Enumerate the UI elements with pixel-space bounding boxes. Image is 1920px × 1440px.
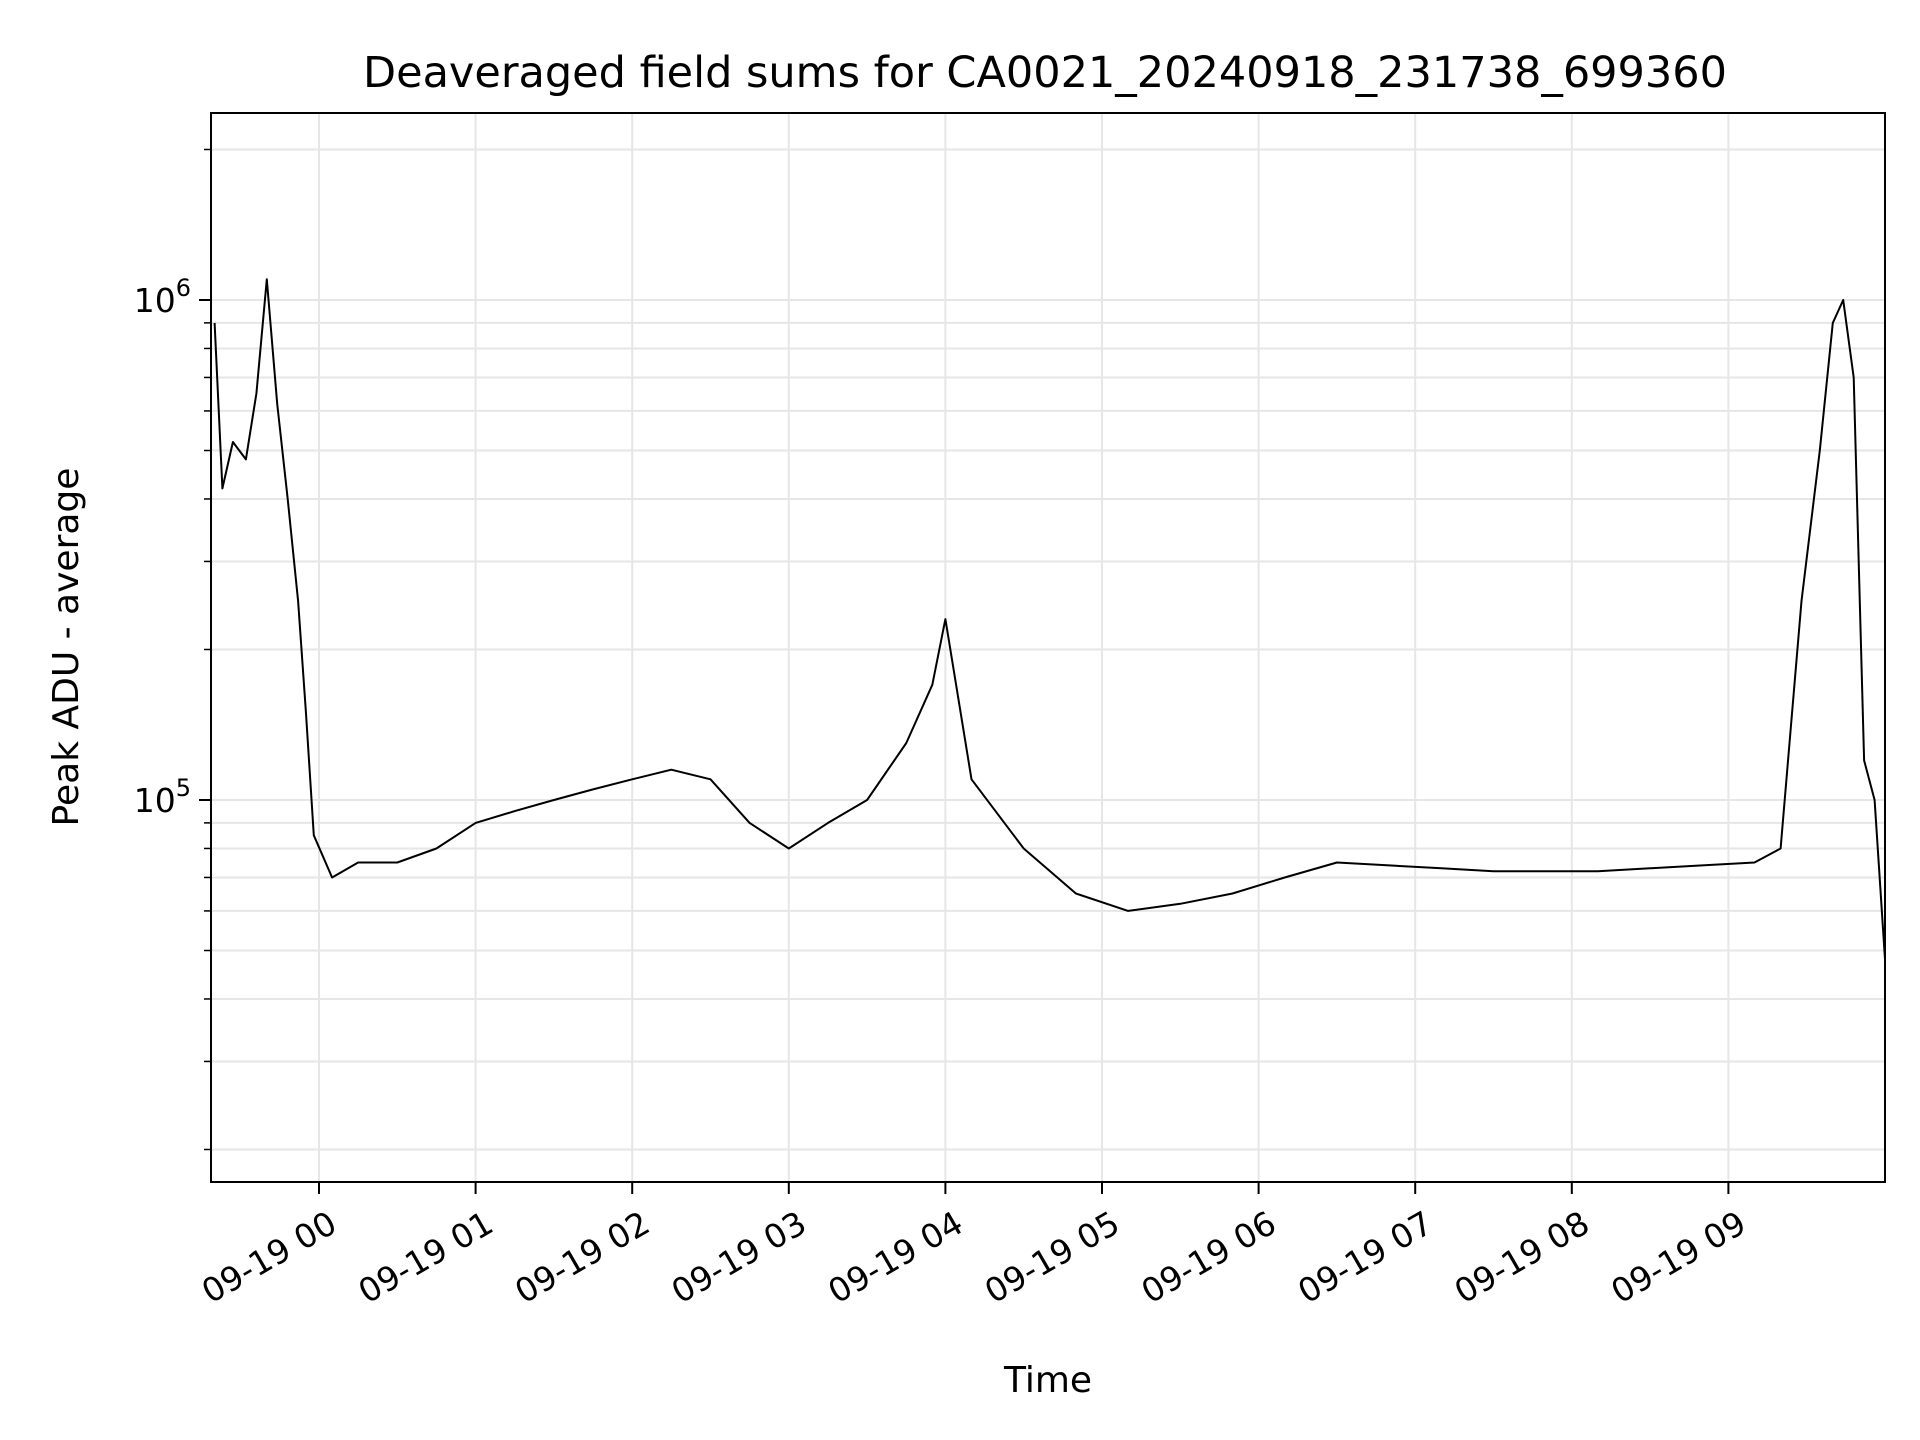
x-tick-label: 09-19 02 <box>508 1203 656 1311</box>
x-tick-label: 09-19 01 <box>352 1203 500 1311</box>
x-tick-label: 09-19 05 <box>978 1203 1126 1311</box>
plot-frame <box>210 112 1886 1183</box>
x-tick-label: 09-19 09 <box>1604 1203 1752 1311</box>
y-axis-label: Peak ADU - average <box>46 468 87 827</box>
x-tick-label: 09-19 03 <box>665 1203 813 1311</box>
x-tick-label: 09-19 07 <box>1291 1203 1439 1311</box>
x-tick-label: 09-19 06 <box>1135 1203 1283 1311</box>
y-axis: 105 106 <box>134 148 211 1151</box>
x-tick-label: 09-19 00 <box>195 1203 343 1311</box>
y-tick-label: 106 <box>134 274 191 320</box>
x-tick-label: 09-19 08 <box>1448 1203 1596 1311</box>
x-axis-label: Time <box>1003 1360 1092 1401</box>
x-axis: 09-19 00 09-19 01 09-19 02 09-19 03 09-19 04… <box>195 1182 1752 1311</box>
plot-background <box>211 113 1885 1182</box>
x-tick-label: 09-19 04 <box>821 1203 969 1311</box>
data-series <box>213 278 1886 960</box>
chart-title: Deaveraged field sums for CA0021_2024091… <box>363 48 1727 98</box>
gridlines <box>211 113 1885 1182</box>
series-line-0 <box>213 278 1886 960</box>
y-tick-label: 105 <box>134 774 191 820</box>
